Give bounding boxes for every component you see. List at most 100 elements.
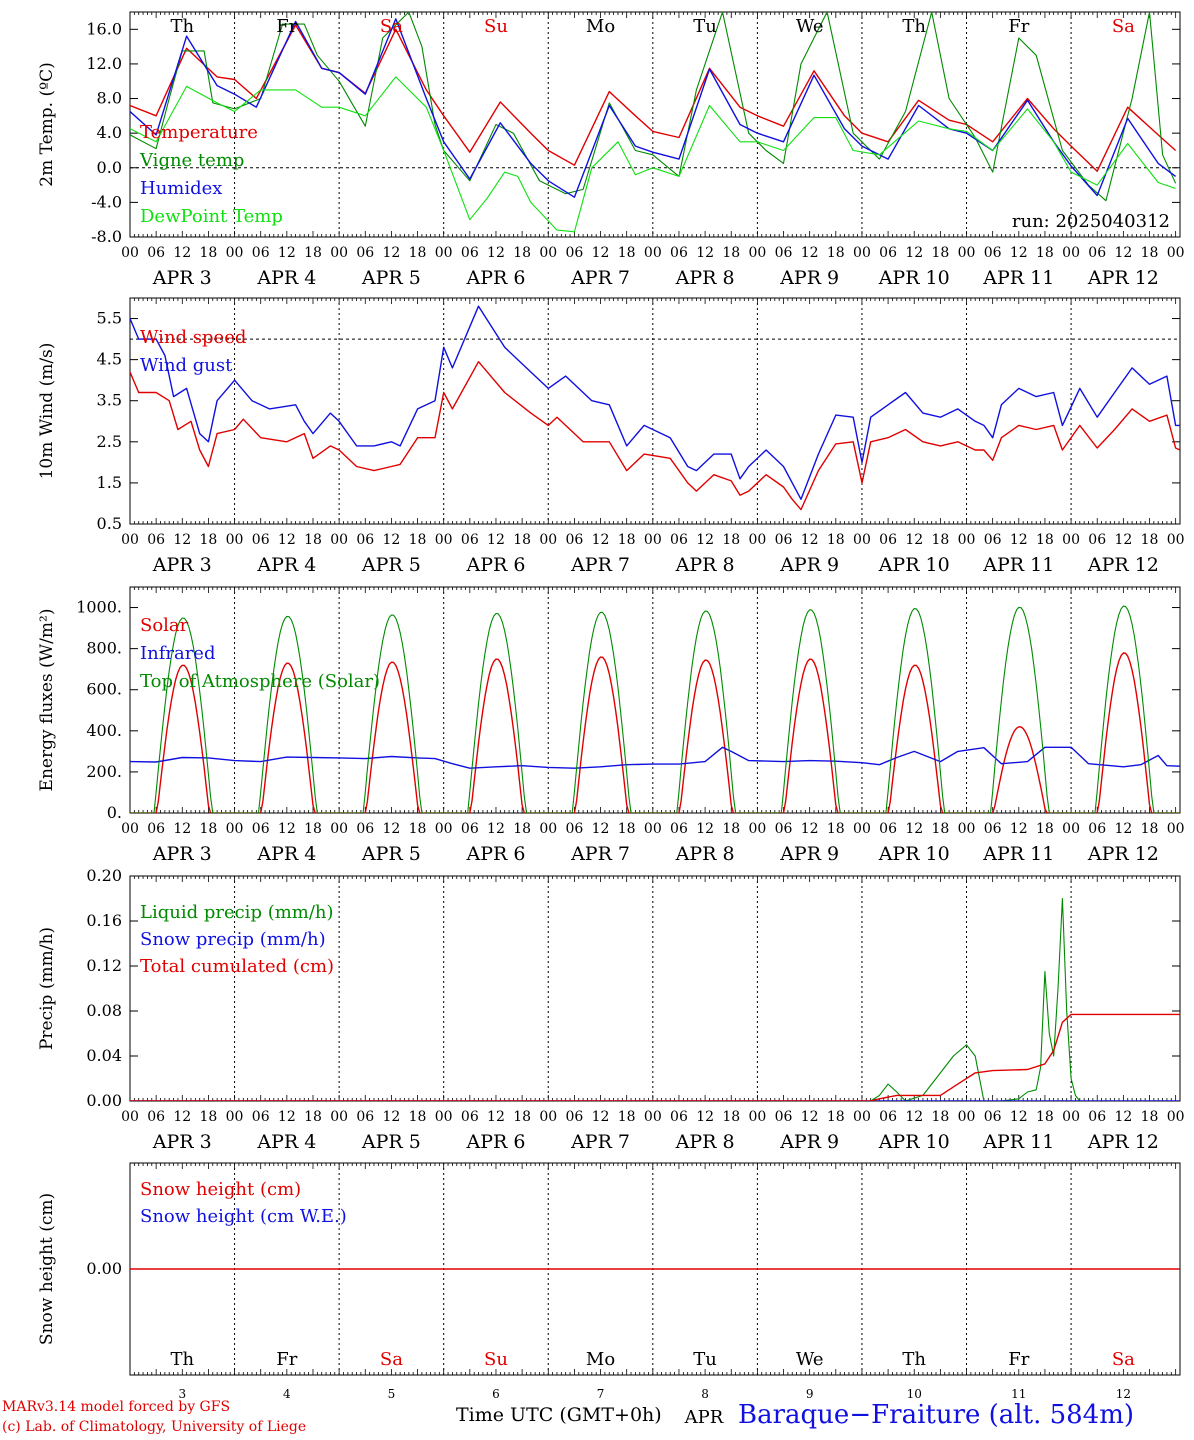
series-group xyxy=(130,12,1177,233)
station-name: Baraque−Fraiture (alt. 584m) xyxy=(738,1400,1135,1430)
hour-tick-label: 18 xyxy=(827,245,845,261)
date-label: APR 12 xyxy=(1087,843,1159,865)
hour-tick-label: 18 xyxy=(722,532,740,548)
day-name-label: Th xyxy=(170,1349,194,1370)
hour-tick-label: 06 xyxy=(356,245,374,261)
hour-tick-label: 00 xyxy=(435,532,453,548)
y-axis-label: Snow height (cm) xyxy=(37,1193,57,1345)
hour-tick-label: 18 xyxy=(304,245,322,261)
hour-tick-label: 12 xyxy=(592,532,610,548)
hour-tick-label: 18 xyxy=(827,532,845,548)
hour-tick-label: 12 xyxy=(1010,245,1028,261)
y-tick-label: 0.08 xyxy=(86,1001,122,1020)
legend-entry: Liquid precip (mm/h) xyxy=(140,902,334,923)
legend-entry: Total cumulated (cm) xyxy=(140,956,334,977)
day-name-label: Mo xyxy=(586,16,615,37)
legend-entry: Snow precip (mm/h) xyxy=(140,929,326,950)
hour-tick-label: 06 xyxy=(984,245,1002,261)
hour-tick-label: 00 xyxy=(1062,532,1080,548)
hour-tick-label: 06 xyxy=(879,1109,897,1125)
hour-tick-label: 18 xyxy=(304,1109,322,1125)
hour-tick-label: 06 xyxy=(984,1109,1002,1125)
hour-tick-label: 06 xyxy=(356,532,374,548)
date-label: APR 7 xyxy=(570,843,630,865)
hour-tick-label: 12 xyxy=(487,821,505,837)
y-tick-label: 2.5 xyxy=(97,432,122,451)
day-name-label: Sa xyxy=(1112,16,1135,37)
hour-tick-label: 18 xyxy=(200,821,218,837)
hour-tick-label: 06 xyxy=(775,1109,793,1125)
hour-tick-label: 18 xyxy=(409,1109,427,1125)
day-name-label: Mo xyxy=(586,1349,615,1370)
hour-tick-label: 12 xyxy=(905,245,923,261)
hour-tick-label: 00 xyxy=(330,532,348,548)
hour-tick-label: 06 xyxy=(147,532,165,548)
hour-tick-label: 00 xyxy=(435,245,453,261)
date-label: APR 9 xyxy=(779,267,839,289)
series-line-top-of-atmosphere-solar- xyxy=(130,605,1180,813)
panel-precip: 0.00 0.04 0.08 0.12 0.16 0.20 Precip (mm/h) Liq… xyxy=(37,866,1185,1153)
date-label: APR 4 xyxy=(256,554,316,576)
hour-tick-label: 18 xyxy=(722,821,740,837)
hour-tick-label: 12 xyxy=(1114,245,1132,261)
hour-tick-label: 12 xyxy=(173,1109,191,1125)
date-label: APR 9 xyxy=(779,554,839,576)
hour-tick-label: 00 xyxy=(539,821,557,837)
y-tick-label: 16.0 xyxy=(86,19,122,38)
y-tick-label: 200. xyxy=(86,762,122,781)
hour-tick-label: 12 xyxy=(278,1109,296,1125)
hour-tick-label: 18 xyxy=(1141,1109,1159,1125)
hour-tick-label: 18 xyxy=(931,532,949,548)
y-tick-label: 5.5 xyxy=(97,309,122,328)
y-tick-label: -4.0 xyxy=(91,192,122,211)
date-label: APR 8 xyxy=(675,267,735,289)
hour-tick-label: 00 xyxy=(1167,1109,1185,1125)
hour-tick-label: 00 xyxy=(644,532,662,548)
y-tick-label: -8.0 xyxy=(91,227,122,246)
hour-tick-label: 18 xyxy=(513,821,531,837)
date-label: APR 8 xyxy=(675,1131,735,1153)
hour-tick-label: 12 xyxy=(487,1109,505,1125)
date-label: APR 3 xyxy=(152,1131,212,1153)
y-tick-label: 4.5 xyxy=(97,350,122,369)
series-group xyxy=(130,897,1180,1101)
hour-tick-label: 00 xyxy=(226,532,244,548)
panel-temp: -8.0 -4.0 0.0 4.0 8.0 12.0 16.0 2m Temp. (ºC) Te… xyxy=(37,11,1185,289)
hour-tick-label: 06 xyxy=(879,532,897,548)
hour-tick-label: 00 xyxy=(226,245,244,261)
date-label: APR 9 xyxy=(779,1131,839,1153)
hour-tick-label: 00 xyxy=(435,821,453,837)
hour-tick-label: 06 xyxy=(1088,245,1106,261)
date-number-label: 7 xyxy=(597,1387,605,1401)
y-tick-label: 600. xyxy=(86,680,122,699)
hour-tick-label: 12 xyxy=(487,245,505,261)
date-label: APR 5 xyxy=(361,267,421,289)
hour-tick-label: 18 xyxy=(409,532,427,548)
hour-tick-label: 18 xyxy=(827,821,845,837)
plot-frame xyxy=(129,11,1181,238)
hour-tick-label: 12 xyxy=(173,245,191,261)
hour-tick-label: 00 xyxy=(539,532,557,548)
hour-tick-label: 06 xyxy=(356,821,374,837)
x-axis-title: Time UTC (GMT+0h) xyxy=(456,1404,662,1426)
date-label: APR 10 xyxy=(878,843,950,865)
hour-tick-label: 18 xyxy=(304,821,322,837)
y-tick-label: 8.0 xyxy=(97,89,122,108)
hour-tick-label: 18 xyxy=(618,245,636,261)
hour-tick-label: 00 xyxy=(539,1109,557,1125)
date-label: APR 3 xyxy=(152,554,212,576)
series-group xyxy=(130,605,1180,813)
hour-tick-label: 06 xyxy=(984,821,1002,837)
hour-tick-label: 18 xyxy=(1036,821,1054,837)
hour-tick-label: 18 xyxy=(1141,821,1159,837)
hour-tick-label: 00 xyxy=(330,245,348,261)
hour-tick-label: 00 xyxy=(958,1109,976,1125)
day-name-label: Th xyxy=(902,16,926,37)
y-tick-label: 12.0 xyxy=(86,54,122,73)
hour-tick-label: 12 xyxy=(696,245,714,261)
y-tick-label: 0.00 xyxy=(86,1259,122,1278)
hour-tick-label: 12 xyxy=(1010,1109,1028,1125)
hour-tick-label: 12 xyxy=(696,1109,714,1125)
hour-tick-label: 00 xyxy=(121,532,139,548)
hour-tick-label: 06 xyxy=(670,1109,688,1125)
